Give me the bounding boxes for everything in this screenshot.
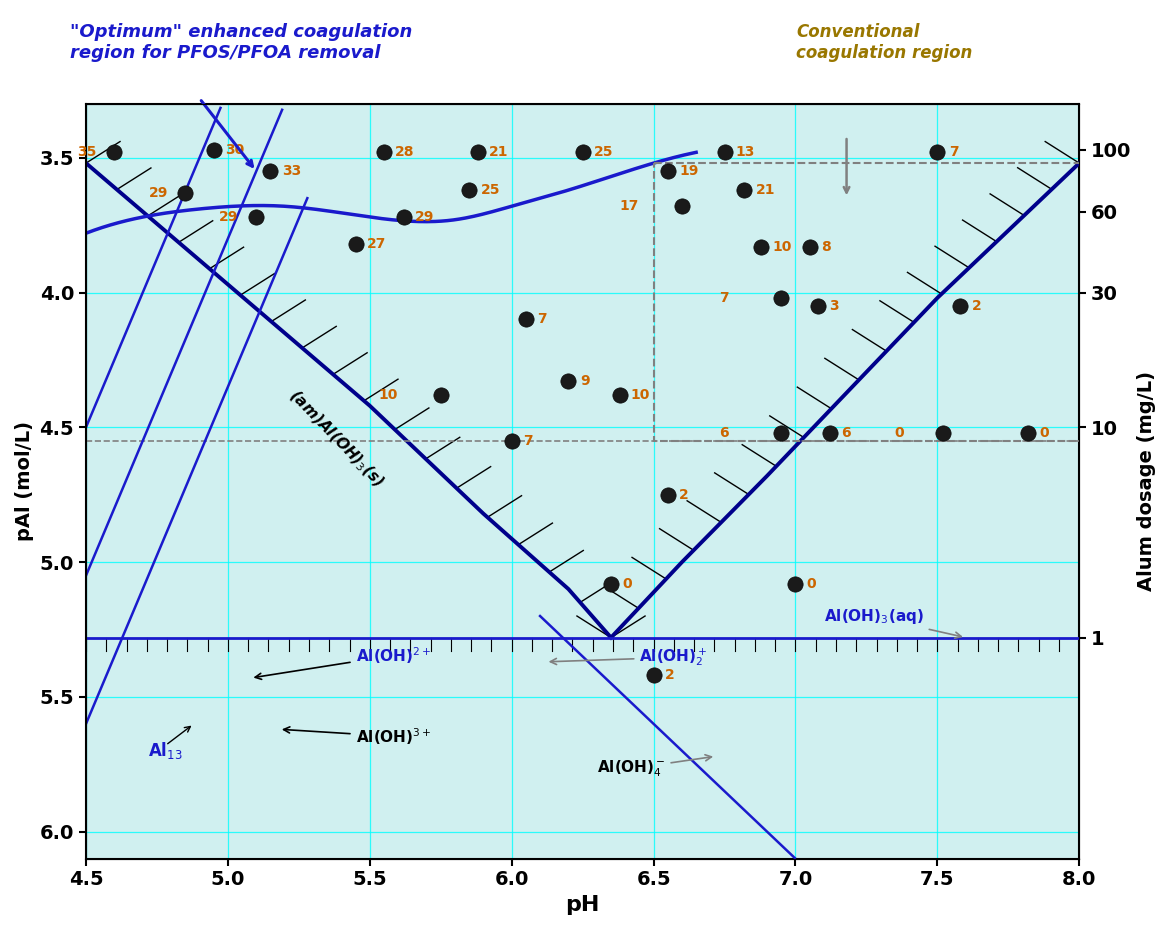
- Text: 0: 0: [807, 577, 816, 591]
- Text: 29: 29: [149, 186, 167, 200]
- Y-axis label: pAl (mol/L): pAl (mol/L): [15, 421, 34, 541]
- Text: 7: 7: [949, 145, 958, 159]
- Text: 27: 27: [367, 237, 386, 251]
- Text: 25: 25: [594, 145, 614, 159]
- Text: 2: 2: [972, 299, 981, 313]
- Text: 2: 2: [679, 487, 689, 501]
- Text: 33: 33: [282, 165, 301, 179]
- Text: 8: 8: [821, 240, 830, 254]
- Text: 7: 7: [537, 312, 547, 326]
- Text: (am)Al(OH)$_3$(s): (am)Al(OH)$_3$(s): [285, 387, 386, 491]
- X-axis label: pH: pH: [566, 895, 600, 915]
- Text: 30: 30: [225, 142, 245, 156]
- Text: 25: 25: [480, 183, 500, 197]
- Text: 2: 2: [665, 669, 674, 683]
- Text: 21: 21: [755, 183, 775, 197]
- Text: 28: 28: [396, 145, 415, 159]
- Text: Al(OH)$_2^+$: Al(OH)$_2^+$: [550, 646, 708, 669]
- Text: Al(OH)$^{2+}$: Al(OH)$^{2+}$: [255, 645, 431, 679]
- Text: 6: 6: [841, 426, 850, 440]
- Text: 0: 0: [1040, 426, 1049, 440]
- Text: Al(OH)$^{3+}$: Al(OH)$^{3+}$: [283, 726, 431, 747]
- Text: 35: 35: [77, 145, 97, 159]
- Text: Al$_{13}$: Al$_{13}$: [149, 740, 183, 761]
- Text: 21: 21: [489, 145, 508, 159]
- Text: 7: 7: [523, 433, 533, 447]
- Text: 17: 17: [619, 199, 639, 213]
- Text: 7: 7: [719, 291, 728, 305]
- Text: 10: 10: [631, 388, 650, 402]
- Text: Al(OH)$_3$(aq): Al(OH)$_3$(aq): [824, 607, 961, 638]
- Text: 10: 10: [773, 240, 792, 254]
- Text: 3: 3: [829, 299, 840, 313]
- Text: "Optimum" enhanced coagulation
region for PFOS/PFOA removal: "Optimum" enhanced coagulation region fo…: [70, 23, 412, 62]
- Text: 29: 29: [219, 210, 239, 224]
- Text: 13: 13: [735, 145, 755, 159]
- Text: 6: 6: [719, 426, 728, 440]
- Text: 29: 29: [416, 210, 434, 224]
- Text: Conventional
coagulation region: Conventional coagulation region: [796, 23, 973, 62]
- Text: 0: 0: [622, 577, 632, 591]
- Text: 0: 0: [895, 426, 904, 440]
- Text: Al(OH)$_4^-$: Al(OH)$_4^-$: [597, 755, 712, 778]
- Text: 10: 10: [378, 388, 398, 402]
- Text: 19: 19: [679, 165, 698, 179]
- Y-axis label: Alum dosage (mg/L): Alum dosage (mg/L): [1137, 371, 1156, 591]
- Text: 9: 9: [580, 375, 589, 389]
